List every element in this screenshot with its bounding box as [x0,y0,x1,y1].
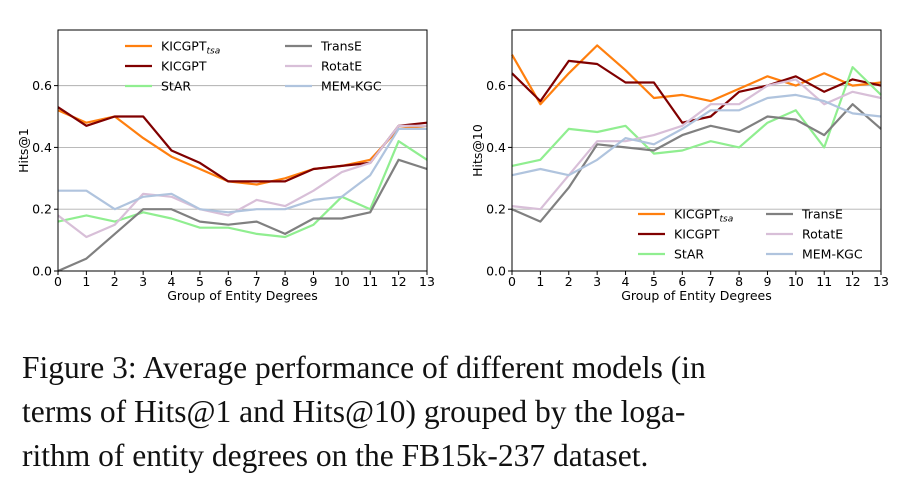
chart-2-legend-label-5: RotatE [802,227,843,242]
chart-2-xtick-label-3: 3 [593,274,601,289]
chart-2-legend-label-3: StAR [674,247,704,262]
chart-1-legend-label-4: TransE [320,39,362,54]
chart-1-series-line-5 [57,124,427,239]
chart-1-axes-frame [57,29,428,272]
chart-1-y-axis-label: Hits@1 [16,128,31,173]
caption-line-3: rithm of entity degrees on the FB15k-237… [22,438,649,473]
chart-2-xtick-label-11: 11 [816,274,832,289]
chart-1-series-line-6 [58,127,427,214]
chart-2-series-line-2 [511,59,882,124]
chart-2-xtick-label-4: 4 [622,274,630,289]
caption-line-1: Figure 3: Average performance of differe… [22,350,706,385]
chart-2-xtick-label-6: 6 [678,274,686,289]
chart-1-xtick-label-5: 5 [196,274,204,289]
chart-1-series-line-4 [57,158,428,273]
chart-1-xtick-label-4: 4 [168,274,176,289]
chart-1-xtick-label-7: 7 [253,274,261,289]
chart-2-legend-label-2: KICGPT [674,227,720,242]
chart-1-x-axis-label: Group of Entity Degrees [167,288,318,303]
chart-2-ytick-label-1: 0.2 [486,202,506,217]
chart-1-xtick-label-8: 8 [281,274,289,289]
caption-line-2: terms of Hits@1 and Hits@10) grouped by … [22,394,686,429]
chart-1-xtick-label-11: 11 [362,274,378,289]
chart-2-xtick-label-7: 7 [707,274,715,289]
chart-2-x-axis-label: Group of Entity Degrees [621,288,772,303]
chart-2-xtick-label-10: 10 [788,274,804,289]
chart-2-ytick-label-2: 0.4 [486,140,506,155]
chart-2-y-axis-label: Hits@10 [470,124,485,177]
chart-2-xtick-label-5: 5 [650,274,658,289]
chart-1-xtick-label-10: 10 [334,274,350,289]
chart-2-axes-frame [511,29,882,272]
chart-1-xtick-label-9: 9 [309,274,317,289]
chart-2-series-line-1 [511,44,882,106]
chart-2-xtick-label-2: 2 [565,274,573,289]
chart-1-legend-label-5: RotatE [321,59,362,74]
chart-1-ytick-label-2: 0.4 [32,140,52,155]
figure-caption: Figure 3: Average performance of differe… [22,346,884,478]
chart-2-xtick-label-12: 12 [845,274,861,289]
chart-2-xtick-label-8: 8 [735,274,743,289]
chart-2-legend-label-6: MEM-KGC [802,247,863,262]
chart-1-legend-label-6: MEM-KGC [321,79,382,94]
chart-1-series-line-2 [57,106,428,183]
chart-2-legend-label-4: TransE [801,207,843,222]
chart-1-xtick-label-1: 1 [82,274,90,289]
chart-1-xtick-label-3: 3 [139,274,147,289]
chart-1-ytick-label-3: 0.6 [32,78,52,93]
chart-1-ytick-label-0: 0.0 [32,264,52,279]
chart-1-xtick-label-0: 0 [54,274,62,289]
chart-2-ytick-label-3: 0.6 [486,78,506,93]
chart-2-series-line-6 [511,93,882,177]
chart-1-legend: KICGPTtsa KICGPT StAR TransE RotatE MEM-KGC [125,39,382,94]
chart-2-series-line-3 [511,65,882,167]
chart-1-legend-label-3: StAR [161,79,191,94]
chart-2-ytick-label-0: 0.0 [486,264,506,279]
chart-1-legend-label-1: KICGPTtsa [161,39,220,57]
chart-1-xtick-label-2: 2 [111,274,119,289]
chart-2-xtick-label-0: 0 [508,274,516,289]
chart-1-legend-label-2: KICGPT [161,59,207,74]
chart-1-ytick-label-1: 0.2 [32,202,52,217]
chart-2-series-line-4 [511,103,882,223]
chart-1-series-line-1 [57,109,428,186]
chart-2-legend: KICGPTtsa KICGPT StAR TransE RotatE MEM-KGC [638,207,863,262]
chart-2-xtick-label-13: 13 [873,274,889,289]
chart-2-xtick-label-1: 1 [536,274,544,289]
chart-1-xtick-label-6: 6 [224,274,232,289]
chart-2-legend-label-1: KICGPTtsa [674,207,733,225]
chart-1-xtick-label-12: 12 [391,274,407,289]
chart-1-xtick-label-13: 13 [419,274,435,289]
chart-2-xtick-label-9: 9 [763,274,771,289]
